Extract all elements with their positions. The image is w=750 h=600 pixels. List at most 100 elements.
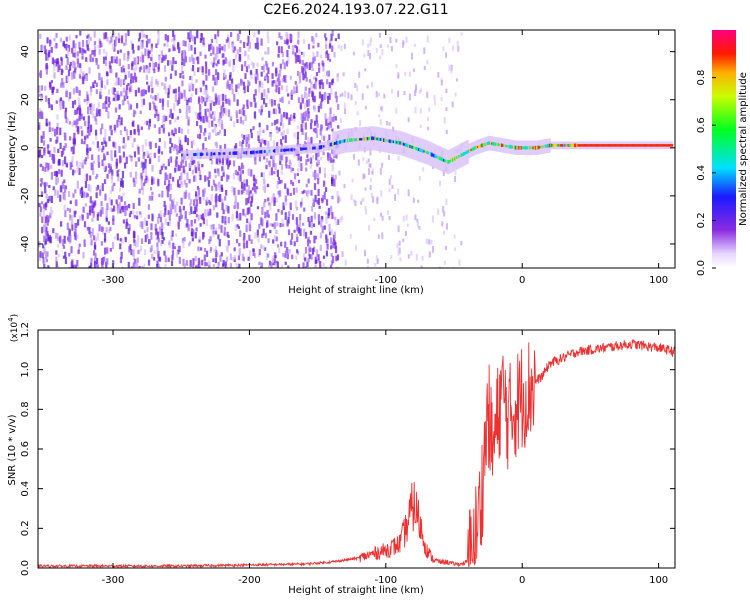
- spectrogram-noise-speck: [270, 99, 274, 107]
- spectrogram-noise-speck: [355, 245, 358, 251]
- spectrogram-noise-speck: [204, 109, 207, 116]
- spectrogram-noise-speck: [371, 196, 374, 203]
- spectrogram-noise-speck: [49, 39, 52, 47]
- spectrogram-signal-cell: [452, 157, 455, 161]
- spectrogram-signal-cell: [652, 144, 655, 147]
- spectrogram-noise-speck: [195, 213, 198, 218]
- spectrogram-noise-speck: [292, 187, 296, 195]
- spectrogram-noise-speck: [139, 245, 143, 252]
- spectrogram-noise-speck: [64, 110, 67, 119]
- spectrogram-noise-speck: [266, 63, 269, 71]
- spectrogram-noise-speck: [420, 265, 423, 268]
- spectrogram-noise-speck: [291, 167, 295, 172]
- spectrogram-noise-speck: [150, 46, 153, 52]
- spectrogram-noise-speck: [294, 44, 297, 49]
- spectrogram-noise-speck: [130, 249, 133, 256]
- spectrogram-signal-cell: [457, 154, 460, 159]
- spectrogram-signal-cell: [575, 143, 578, 148]
- spectrogram-noise-speck: [344, 259, 347, 266]
- spectrogram-noise-speck: [224, 94, 227, 101]
- spectrogram-noise-speck: [219, 145, 222, 152]
- spectrogram-noise-speck: [296, 237, 299, 243]
- spectrogram-noise-speck: [197, 134, 200, 139]
- spectrogram-signal-cell: [591, 144, 594, 147]
- snr-line-area: [38, 338, 675, 568]
- spectrogram-signal-halo: [276, 145, 279, 156]
- spectrogram-noise-speck: [278, 247, 281, 253]
- spectrogram-signal-cell: [301, 147, 304, 151]
- spectrogram-signal-cell: [450, 158, 453, 162]
- spectrogram-noise-speck: [303, 102, 306, 109]
- spectrogram-noise-speck: [260, 217, 263, 226]
- spectrogram-noise-speck: [261, 66, 264, 70]
- spectrogram-noise-speck: [270, 155, 273, 160]
- spectrogram-signal-halo: [204, 149, 207, 160]
- spectrogram-noise-speck: [161, 104, 165, 110]
- spectrogram-noise-speck: [50, 80, 53, 84]
- spectrogram-noise-speck: [285, 198, 288, 206]
- spectrogram-noise-speck: [197, 194, 200, 200]
- spectrogram-noise-speck: [138, 32, 142, 39]
- spectrogram-noise-speck: [343, 183, 346, 189]
- spectrogram-noise-speck: [313, 120, 317, 126]
- spectrogram-noise-speck: [381, 49, 384, 56]
- spectrogram-noise-speck: [455, 78, 458, 82]
- spectrogram-noise-speck: [155, 43, 158, 49]
- spectrogram-noise-speck: [308, 79, 312, 83]
- spectrogram-noise-speck: [397, 155, 400, 161]
- spectrogram-noise-speck: [296, 70, 300, 76]
- spectrogram-noise-speck: [310, 81, 313, 85]
- spectrogram-signal-cell: [653, 144, 656, 147]
- spectrogram-noise-speck: [147, 50, 150, 59]
- spectrogram-noise-speck: [221, 198, 224, 203]
- spectrogram-noise-speck: [44, 222, 47, 228]
- spectrogram-noise-speck: [242, 208, 245, 216]
- spectrogram-signal-cell: [285, 148, 288, 152]
- spectrogram-noise-speck: [215, 132, 218, 137]
- spectrogram-noise-speck: [245, 240, 249, 249]
- spectrogram-signal-cell: [516, 146, 519, 149]
- spectrogram-noise-speck: [182, 49, 185, 57]
- spectrogram-noise-speck: [125, 88, 128, 96]
- spectrogram-noise-speck: [274, 108, 277, 115]
- spectrogram-noise-speck: [198, 236, 202, 241]
- spectrogram-noise-speck: [229, 115, 232, 120]
- spectrogram-noise-speck: [140, 126, 143, 131]
- spectrogram-noise-speck: [312, 198, 315, 207]
- spectrogram-noise-speck: [308, 62, 311, 70]
- spectrogram-signal-cell: [331, 142, 334, 146]
- spectrogram-noise-speck: [288, 159, 291, 164]
- spectrogram-signal-cell: [569, 143, 572, 147]
- spectrogram-noise-speck: [164, 205, 167, 211]
- spectrogram-noise-speck: [83, 98, 86, 103]
- spectrogram-noise-speck: [92, 104, 95, 112]
- spectrogram-noise-speck: [199, 111, 202, 119]
- spectrogram-noise-speck: [367, 225, 370, 231]
- spectrogram-noise-speck: [285, 164, 288, 169]
- spectrogram-noise-speck: [81, 215, 84, 221]
- spectrogram-signal-halo: [231, 148, 234, 159]
- spectrogram-noise-speck: [370, 192, 373, 198]
- spectrogram-noise-speck: [186, 172, 189, 181]
- spectrogram-signal-cell: [557, 144, 560, 147]
- spectrogram-noise-speck: [422, 167, 425, 172]
- spectrogram-noise-speck: [252, 126, 255, 131]
- spectrogram-noise-speck: [290, 233, 294, 240]
- spectrogram-noise-speck: [218, 155, 221, 162]
- spectrogram-noise-speck: [89, 88, 92, 97]
- spectrogram-noise-speck: [172, 89, 175, 94]
- spectrogram-signal-cell: [447, 160, 450, 165]
- spectrogram-noise-speck: [356, 85, 359, 92]
- spectrogram-noise-speck: [417, 199, 420, 203]
- spectrogram-signal-cell: [339, 140, 342, 144]
- spectrogram-noise-speck: [155, 228, 158, 235]
- spectrogram-noise-speck: [107, 221, 110, 225]
- spectrogram-noise-speck: [361, 39, 364, 46]
- spectrogram-signal-cell: [667, 144, 670, 147]
- spectrogram-noise-speck: [244, 213, 247, 217]
- spectrogram-noise-speck: [307, 258, 310, 263]
- spectrogram-noise-speck: [87, 115, 90, 123]
- spectrogram-noise-speck: [218, 43, 221, 51]
- spectrogram-signal-cell: [639, 144, 642, 147]
- spectrogram-signal-halo: [267, 146, 270, 157]
